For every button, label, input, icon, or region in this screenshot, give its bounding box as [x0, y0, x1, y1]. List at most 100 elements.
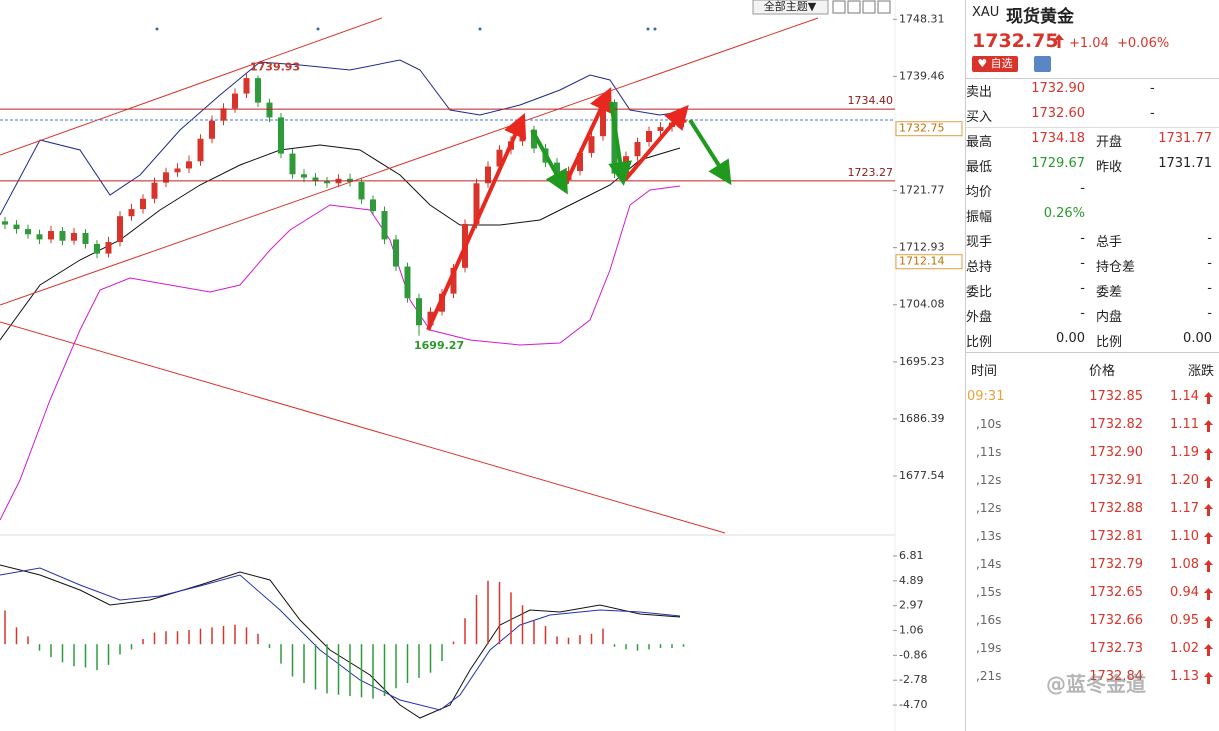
divider: [966, 78, 1219, 79]
price-box: [895, 254, 963, 270]
row-value: 1731.77: [1158, 131, 1212, 146]
candle-body: [71, 232, 77, 241]
row-label: 总手: [1096, 235, 1123, 250]
tool-icon[interactable]: [862, 0, 876, 14]
y-tick-label: 1686.39: [899, 412, 945, 425]
row-value: 1732.90: [1031, 81, 1085, 96]
candle-body: [163, 172, 169, 183]
row-label: 比例: [966, 335, 993, 350]
up-arrow: [1204, 448, 1213, 460]
up-arrow: [1204, 644, 1213, 656]
candle-body: [255, 78, 261, 103]
candle-body: [301, 174, 307, 178]
tool-icon[interactable]: [832, 0, 846, 14]
candle-body: [266, 102, 273, 118]
trade-price: 1732.81: [1089, 529, 1143, 544]
trade-price: 1732.90: [1089, 445, 1143, 460]
trade-column: 涨跌: [1187, 364, 1214, 379]
candle-body: [370, 199, 376, 212]
up-arrow: [1204, 560, 1213, 572]
up-arrow: [1204, 392, 1213, 404]
row-value: 1729.67: [1031, 156, 1085, 171]
trade-change: 0.94: [1170, 585, 1199, 600]
row-label: 委比: [966, 285, 993, 300]
row-value: -: [1080, 231, 1085, 246]
trade-price: 1732.73: [1089, 641, 1143, 656]
trade-time: ,21s: [976, 669, 1002, 683]
up-arrow: [1204, 672, 1213, 684]
watch-label[interactable]: 自选: [990, 57, 1013, 70]
trade-price: 1732.84: [1089, 669, 1143, 684]
trade-price: 1732.66: [1089, 613, 1143, 628]
trade-column: 时间: [971, 364, 998, 379]
trade-time: ,13s: [976, 529, 1002, 543]
row-value: 1734.18: [1031, 131, 1085, 146]
row-extra: -: [1150, 81, 1155, 96]
row-value: 0.26%: [1043, 206, 1085, 221]
price-box-label: 1732.75: [899, 122, 945, 135]
trade-time: ,19s: [976, 641, 1002, 655]
tool-icon[interactable]: [847, 0, 861, 14]
trade-change: 1.08: [1170, 557, 1199, 572]
candle-body: [25, 229, 31, 235]
theme-label[interactable]: 全部主题▼: [764, 0, 817, 13]
trade-column: 价格: [1089, 364, 1116, 379]
trade-price: 1732.82: [1089, 417, 1143, 432]
candle-body: [347, 178, 353, 182]
y-tick-label: -2.78: [899, 673, 927, 686]
symbol: XAU: [972, 5, 1000, 20]
candle-body: [48, 231, 54, 240]
quote-panel: XAU 现货黄金 1732.75 +1.04 +0.06% ♥ 自选 卖出 173…: [965, 0, 1219, 731]
trade-time: ,12s: [976, 501, 1002, 515]
candle-body: [128, 209, 135, 217]
trade-change: 1.20: [1170, 473, 1199, 488]
up-arrow: [1204, 476, 1213, 488]
row-value: -: [1207, 281, 1212, 296]
trade-change: 1.17: [1170, 501, 1199, 516]
row-label: 内盘: [1096, 310, 1123, 325]
trade-time: ,14s: [976, 557, 1002, 571]
candle-body: [485, 166, 491, 184]
trade-price: 1732.79: [1089, 557, 1143, 572]
up-arrow: [1204, 588, 1213, 600]
candle-body: [140, 198, 146, 210]
arrows: [426, 87, 732, 331]
candle-body: [278, 117, 284, 154]
divider: [966, 352, 1219, 353]
trade-price: 1732.88: [1089, 501, 1143, 516]
watch-button[interactable]: ♥ 自选: [972, 56, 1018, 72]
candle-body: [105, 242, 112, 254]
candle-body: [496, 149, 503, 167]
row-label: 买入: [966, 110, 993, 125]
candle-body: [220, 108, 227, 121]
candle-body: [634, 141, 641, 157]
candle-body: [393, 239, 399, 267]
row-value: 1732.60: [1031, 106, 1085, 121]
change: +1.04: [1069, 36, 1109, 51]
candle-body: [531, 129, 537, 149]
row-value: 0.00: [1056, 331, 1085, 346]
alert-button[interactable]: [1034, 56, 1051, 72]
theme-button[interactable]: [752, 0, 829, 15]
row-label: 卖出: [966, 85, 993, 100]
y-tick-label: 1677.54: [899, 469, 945, 482]
candle-body: [381, 211, 388, 240]
row-label: 昨收: [1096, 160, 1123, 175]
change-pct: +0.06%: [1117, 36, 1170, 51]
tool-icon[interactable]: [877, 0, 891, 14]
candle-body: [646, 131, 652, 142]
trade-price: 1732.91: [1089, 473, 1143, 488]
trade-time: ,12s: [976, 473, 1002, 487]
trade-change: 1.02: [1170, 641, 1199, 656]
trade-time: ,16s: [976, 613, 1002, 627]
up-arrow: [1204, 616, 1213, 628]
divider: [966, 127, 1219, 128]
indicators: [0, 59, 681, 521]
candle-body: [588, 136, 595, 153]
candle-body: [473, 183, 480, 224]
y-tick-label: 1739.46: [899, 69, 945, 82]
trade-change: 1.10: [1170, 529, 1199, 544]
row-value: -: [1080, 181, 1085, 196]
row-label: 委差: [1096, 285, 1123, 300]
